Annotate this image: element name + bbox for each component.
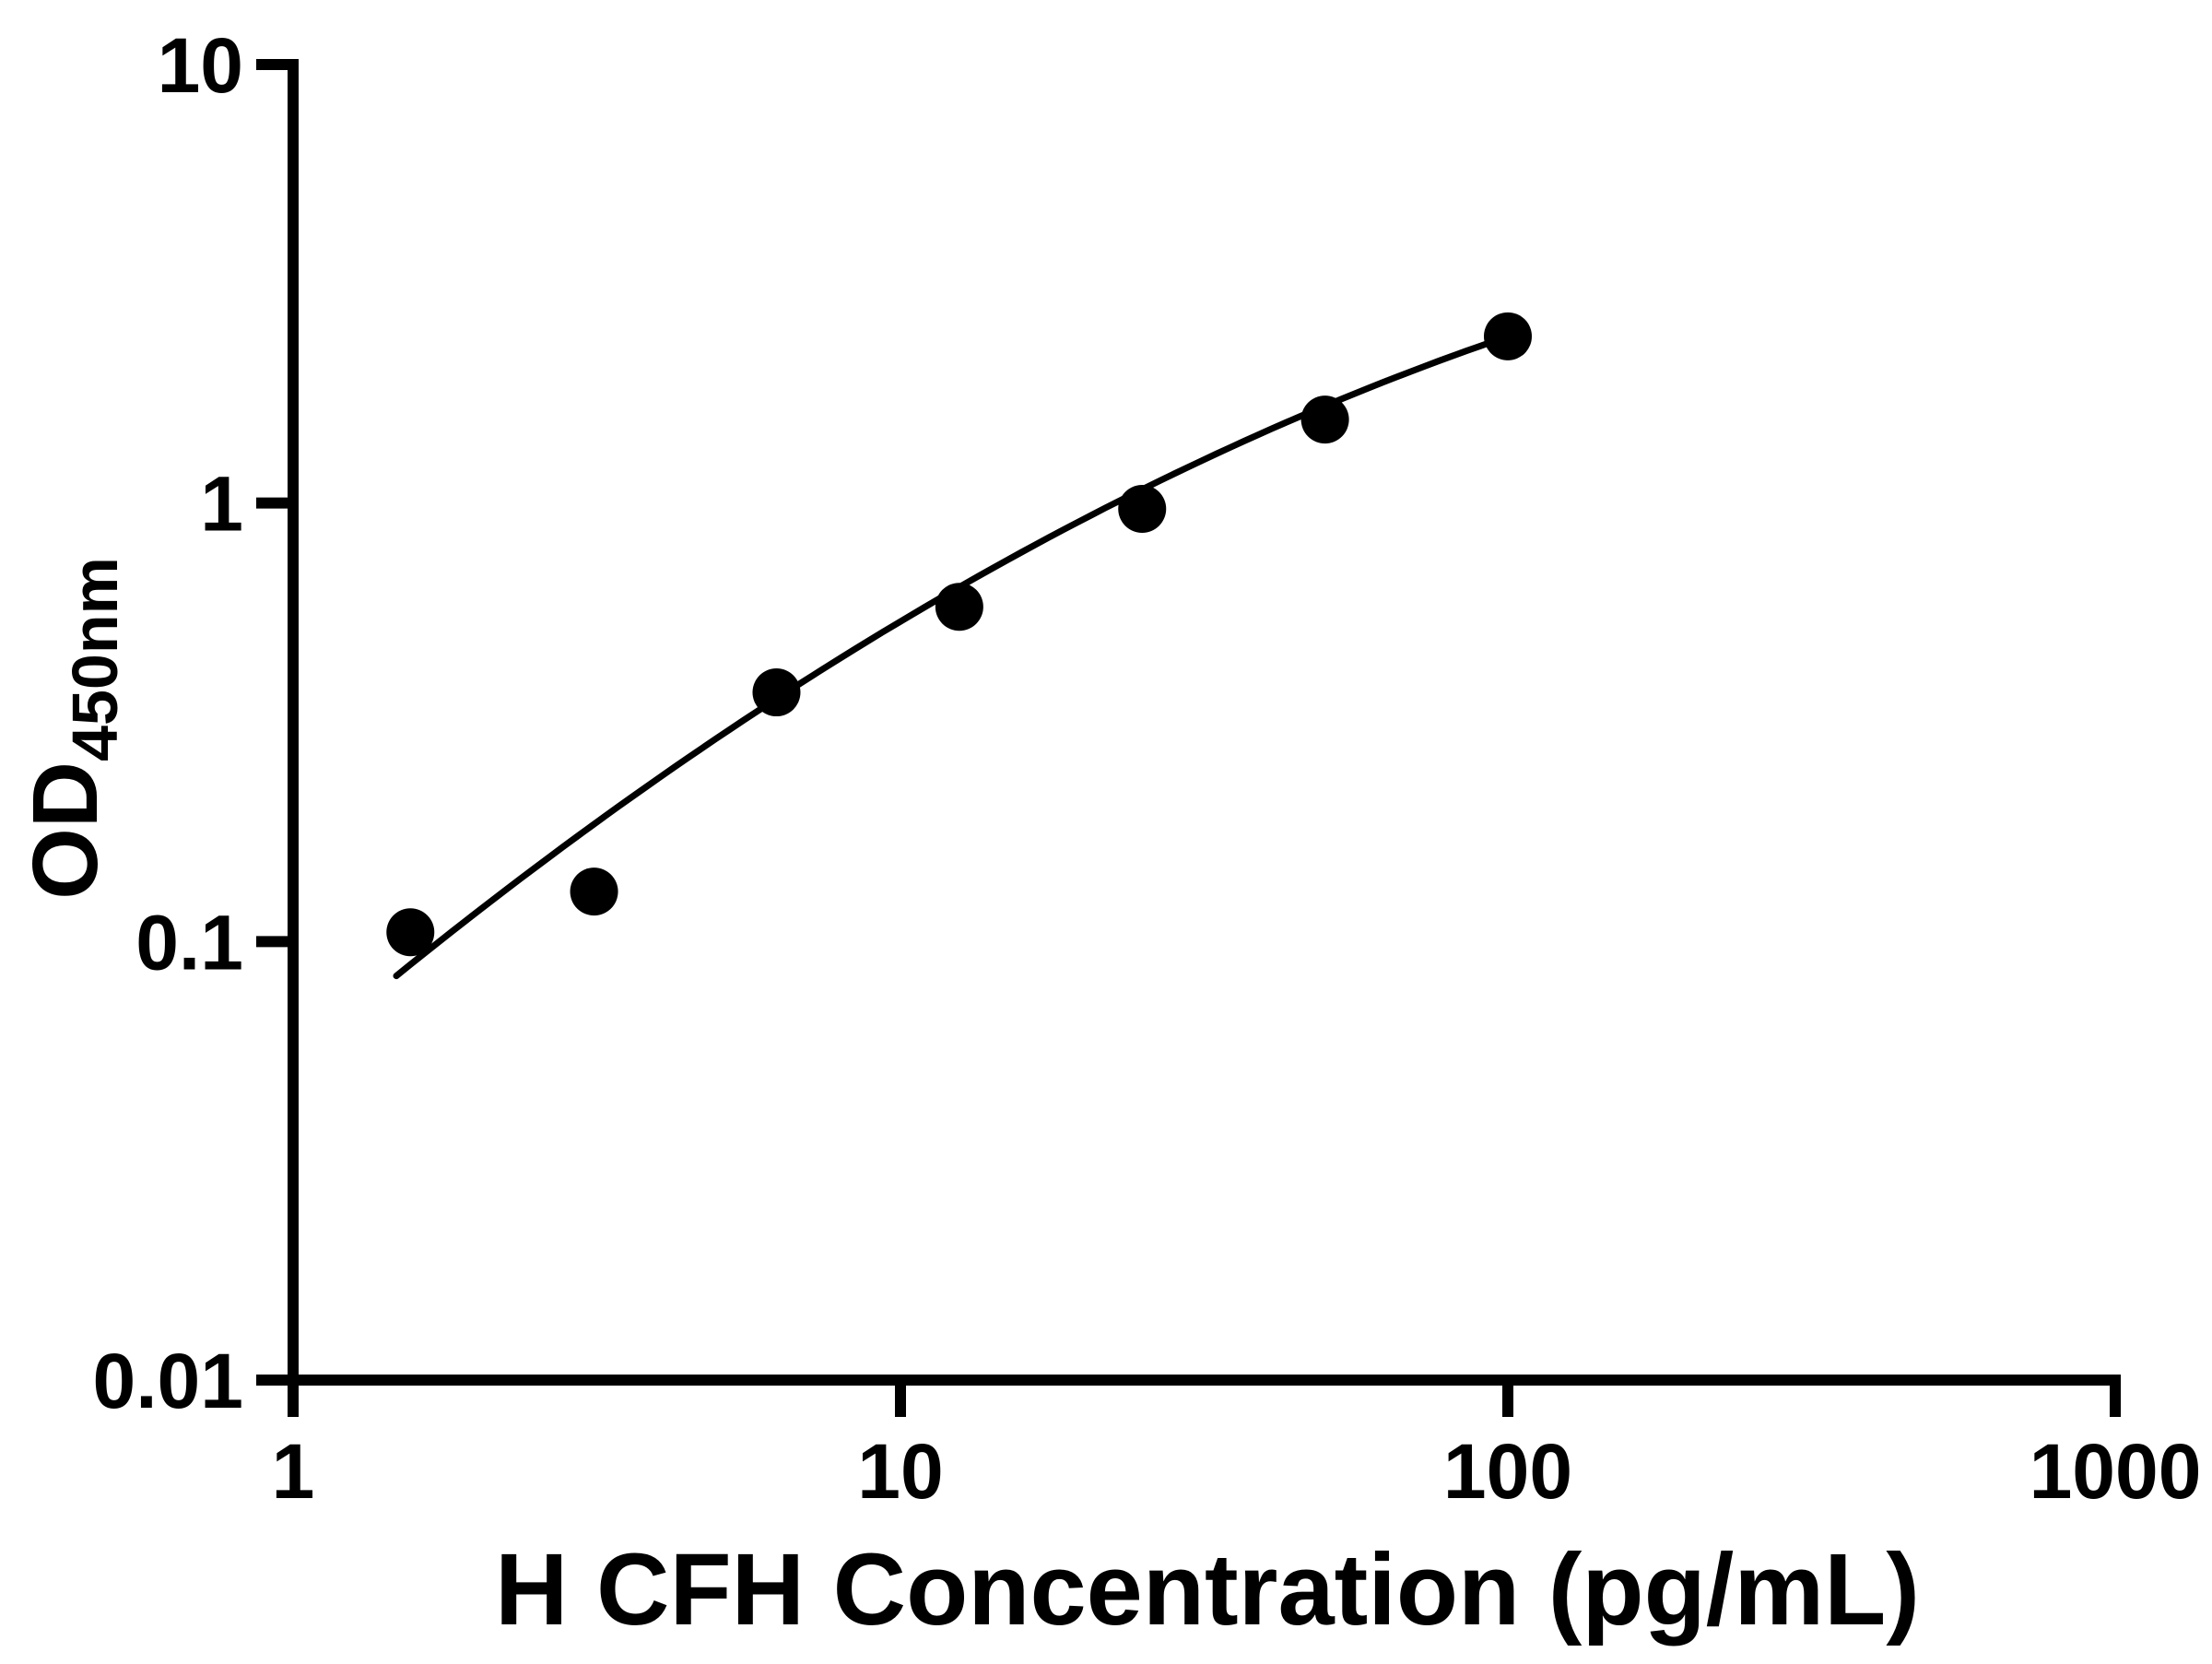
data-point-marker — [935, 583, 983, 631]
tick-labels: 1 10 100 1000 0.01 0.1 1 10 — [93, 22, 2202, 1515]
tick-marks — [256, 59, 2121, 1417]
data-points — [386, 312, 1532, 957]
data-point-marker — [1484, 312, 1532, 360]
x-tick-label: 10 — [857, 1428, 943, 1515]
x-tick-label: 100 — [1443, 1428, 1572, 1515]
y-tick-label: 0.01 — [93, 1338, 244, 1424]
axes — [288, 59, 2121, 1386]
data-point-marker — [1300, 395, 1349, 444]
y-tick-label: 10 — [158, 22, 243, 109]
y-tick-label: 0.1 — [135, 899, 243, 985]
x-tick-label: 1 — [272, 1428, 315, 1515]
y-axis-label-main: OD — [14, 761, 117, 900]
y-axis-label-subscript: 450nm — [59, 557, 131, 761]
x-tick-label: 1000 — [2030, 1428, 2202, 1515]
axis-spine — [288, 59, 2121, 1386]
data-point-marker — [570, 867, 618, 916]
y-axis-label: OD450nm — [14, 557, 131, 900]
x-axis-label: H CFH Concentration (pg/mL) — [495, 1533, 1920, 1646]
data-point-marker — [386, 908, 435, 957]
data-point-marker — [1118, 484, 1167, 533]
data-point-marker — [752, 668, 801, 717]
y-tick-label: 1 — [200, 461, 243, 548]
